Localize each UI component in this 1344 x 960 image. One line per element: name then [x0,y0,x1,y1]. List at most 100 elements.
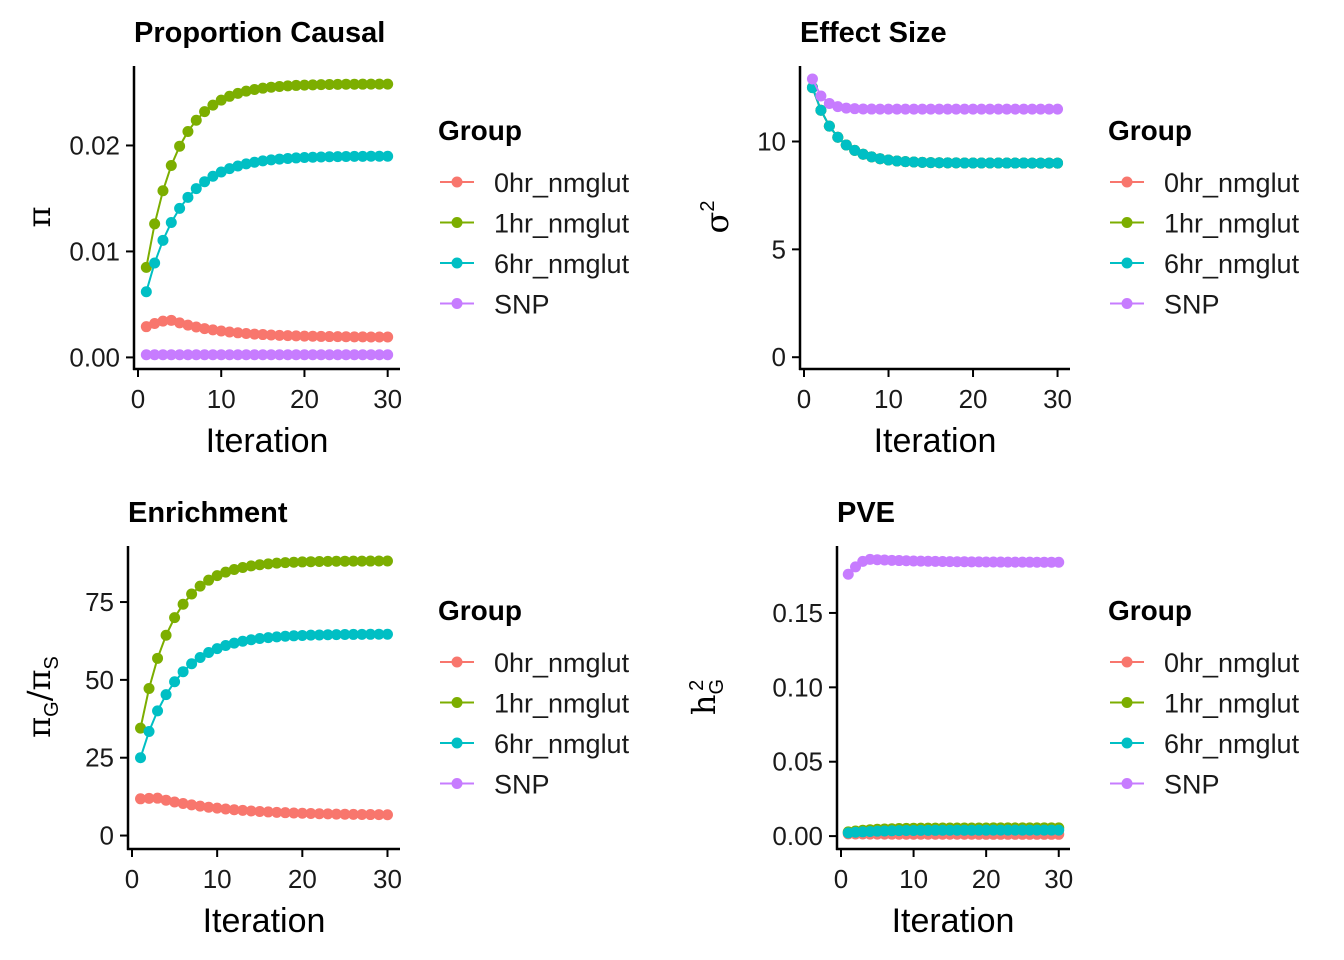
data-point [373,150,385,162]
data-point [307,349,319,361]
data-point [199,323,211,335]
data-point [237,561,249,573]
data-point [288,630,300,642]
data-point [365,349,377,361]
data-point [315,79,327,91]
legend-key-dot [451,298,463,309]
data-point [257,349,269,361]
data-point [916,156,928,168]
data-point [249,83,261,95]
data-point [265,81,277,93]
data-point [245,560,257,572]
x-axis-title: Iteration [206,422,329,460]
data-point [975,103,987,115]
data-point [135,793,147,805]
x-tick-label: 0 [131,384,145,414]
data-point [874,103,886,115]
data-point [840,139,852,151]
data-point [899,103,911,115]
data-point [228,563,240,575]
data-point [169,676,181,688]
data-point [357,331,369,343]
data-point [290,79,302,91]
data-point [203,801,215,813]
data-point [298,330,310,342]
data-point [245,634,257,646]
data-point [140,349,152,361]
data-point [1035,157,1047,169]
series-0hr_nmglut [135,792,393,821]
data-point [211,643,223,655]
data-point [984,103,996,115]
series-0hr_nmglut [806,82,1064,169]
data-point [1001,103,1013,115]
data-point [348,150,360,162]
data-point [182,319,194,331]
data-point [279,557,291,569]
data-point [224,326,236,338]
data-point [282,330,294,342]
data-point [165,159,177,171]
y-tick-label: 25 [85,743,114,773]
y-axis-title: σ2 [697,201,736,234]
data-point [1043,157,1055,169]
data-point [273,329,285,341]
data-point [240,85,252,97]
data-point [211,802,223,814]
y-tick-label: 75 [85,587,114,617]
data-point [950,103,962,115]
data-point [857,103,869,115]
panel-title: PVE [837,497,895,529]
data-point [288,556,300,568]
data-point [199,176,211,188]
data-point [347,628,359,640]
y-tick-label: 0.10 [772,672,823,702]
data-point [933,103,945,115]
data-point [959,157,971,169]
series-6hr_nmglut [842,824,1065,839]
y-tick-label: 5 [772,234,786,264]
panel-enrichment: Enrichment 0 10 20 30 0 25 50 75 Iteration πG/πS Gr… [20,497,630,940]
series-line [811,87,1058,165]
data-point [149,349,161,361]
data-point [240,349,252,361]
data-point [152,652,164,664]
data-point [373,628,385,640]
data-point [157,234,169,246]
data-point [806,73,818,85]
data-point [925,103,937,115]
data-point [152,705,164,717]
data-point [254,559,266,571]
data-point [356,628,368,640]
data-point [203,574,215,586]
data-point [1009,157,1021,169]
data-point [322,629,334,641]
data-point [365,150,377,162]
data-point [899,156,911,168]
data-point [365,78,377,90]
series-line [139,633,388,759]
data-point [290,349,302,361]
y-tick-label: 0.01 [69,236,120,266]
data-point [332,151,344,163]
panel-proportion-causal: Proportion Causal 0 10 20 30 0.00 0.01 0.02 Iter… [20,17,630,460]
data-point [140,286,152,298]
x-tick-label: 30 [1044,864,1073,894]
legend-title: Group [1108,595,1192,626]
data-point [883,103,895,115]
data-point [340,78,352,90]
data-point [849,103,861,115]
data-point [840,102,852,114]
data-point [298,349,310,361]
data-point [249,349,261,361]
data-point [190,183,202,195]
legend-title: Group [1108,115,1192,146]
data-point [296,629,308,641]
data-point [215,325,227,337]
data-point [279,630,291,642]
x-tick-label: 20 [288,864,317,894]
data-point [160,629,172,641]
data-point [1001,157,1013,169]
data-point [340,349,352,361]
x-tick-label: 0 [834,864,848,894]
